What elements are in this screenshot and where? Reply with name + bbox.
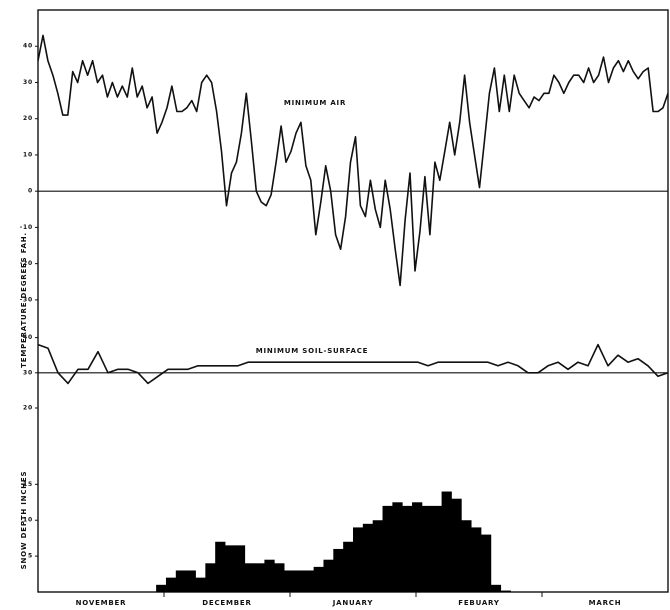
y-tick-label: 30: [23, 369, 33, 376]
bar: [402, 505, 413, 592]
bar: [500, 590, 511, 592]
y-tick-label: 20: [23, 115, 33, 122]
bar: [205, 563, 216, 592]
bar: [471, 527, 482, 592]
y-tick-label: 40: [23, 334, 33, 341]
y-tick-label: -30: [20, 296, 33, 303]
bar: [264, 559, 275, 592]
bar: [195, 577, 206, 592]
data-line: [37, 34, 669, 287]
bar: [421, 505, 433, 592]
bar: [461, 520, 472, 592]
bar: [293, 570, 305, 592]
y-tick-label: 15: [23, 481, 33, 488]
data-line: [37, 343, 669, 385]
annotation: MINIMUM SOIL-SURFACE: [256, 347, 368, 355]
y-axis-label: TEMPERATURE DEGREES FAH.: [20, 232, 28, 368]
y-tick-label: 40: [23, 43, 33, 50]
bar: [343, 541, 354, 592]
x-tick-label: NOVEMBER: [76, 599, 127, 607]
bar: [303, 570, 315, 592]
bar: [284, 570, 295, 592]
bar: [185, 570, 196, 592]
x-tick-label: JANUARY: [332, 599, 374, 607]
y-tick-label: 10: [23, 151, 33, 158]
y-tick-label: -20: [20, 260, 33, 267]
annotation: MINIMUM AIR: [284, 99, 346, 107]
bar: [372, 520, 383, 592]
bar: [353, 527, 364, 592]
bar: [313, 566, 324, 592]
y-axis-label: SNOW DEPTH INCHES: [20, 471, 28, 570]
bar: [431, 505, 442, 592]
bar: [165, 577, 177, 592]
plot-frame: [37, 9, 669, 593]
bar: [490, 584, 502, 592]
y-tick-label: 10: [23, 517, 33, 524]
bar: [333, 548, 344, 592]
y-tick-label: 5: [28, 553, 33, 560]
y-tick-label: 20: [23, 405, 33, 412]
bar: [441, 491, 452, 592]
bar: [215, 541, 226, 592]
x-tick-label: MARCH: [589, 599, 622, 607]
bar: [382, 505, 393, 592]
bar: [225, 545, 236, 592]
bar: [362, 523, 374, 592]
bar: [480, 534, 492, 592]
x-tick-label: FEBUARY: [458, 599, 500, 607]
bar: [175, 570, 187, 592]
bar: [274, 563, 285, 592]
bar: [244, 563, 255, 592]
bar: [234, 545, 246, 592]
bar: [254, 563, 265, 592]
bar: [412, 502, 423, 592]
y-tick-label: 0: [28, 188, 33, 195]
bar: [323, 559, 334, 592]
y-tick-label: 30: [23, 79, 33, 86]
bar: [392, 502, 403, 592]
bar: [156, 584, 167, 592]
x-tick-label: DECEMBER: [202, 599, 251, 607]
bar: [451, 498, 462, 592]
y-tick-label: -10: [20, 224, 33, 231]
